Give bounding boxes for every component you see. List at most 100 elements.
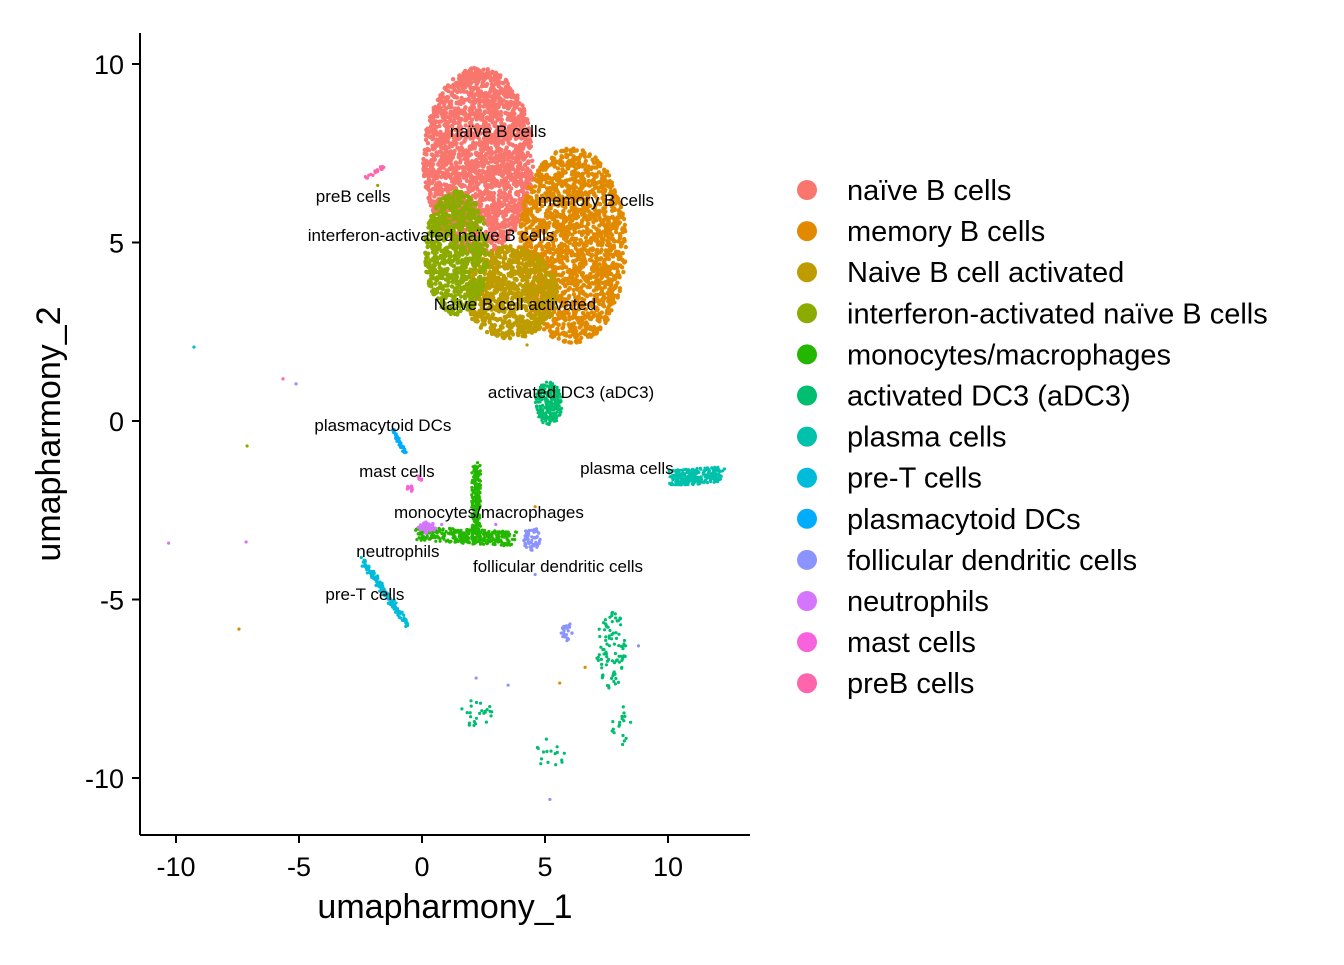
data-point [533, 257, 539, 262]
data-point [529, 245, 534, 250]
data-point [481, 98, 486, 103]
data-point [578, 247, 584, 252]
data-point [503, 94, 508, 99]
data-point [586, 248, 591, 254]
data-point [442, 104, 447, 109]
data-point [518, 328, 524, 333]
data-point [452, 148, 457, 154]
data-point [580, 256, 586, 262]
data-point [487, 211, 492, 216]
data-point [586, 276, 591, 281]
data-point [434, 174, 439, 179]
data-point [446, 104, 452, 109]
data-point [437, 160, 442, 165]
data-point [521, 202, 526, 207]
data-point [515, 150, 520, 156]
data-point [609, 308, 614, 313]
data-point [506, 248, 511, 254]
data-point [518, 142, 523, 147]
data-point [483, 153, 488, 159]
data-point [458, 89, 463, 94]
data-point [483, 181, 488, 187]
data-point [548, 210, 553, 216]
data-point [519, 146, 525, 151]
data-point [571, 183, 576, 189]
data-point [459, 141, 464, 146]
data-point [547, 220, 552, 225]
data-point [506, 328, 512, 334]
data-point [589, 253, 594, 259]
data-point [543, 165, 548, 170]
cluster-points [245, 183, 491, 448]
data-point [613, 283, 619, 289]
data-point [539, 251, 544, 257]
data-point [515, 157, 520, 163]
data-point [525, 117, 530, 122]
data-point [512, 251, 518, 257]
data-point [517, 282, 523, 287]
data-point [534, 319, 540, 325]
data-point [532, 205, 537, 210]
data-point [491, 78, 496, 83]
data-point [525, 179, 530, 184]
data-point [496, 207, 502, 213]
data-point [488, 164, 493, 170]
data-point [587, 152, 593, 157]
data-point [505, 105, 510, 111]
data-point [487, 155, 492, 160]
data-point [558, 681, 562, 685]
data-point [454, 161, 459, 166]
data-point [541, 327, 547, 332]
data-point [577, 316, 582, 321]
data-point [571, 259, 576, 264]
data-point [556, 255, 561, 261]
data-point [492, 150, 498, 155]
data-point [536, 323, 542, 329]
data-point [603, 233, 608, 238]
data-point [595, 256, 600, 261]
data-point [539, 258, 544, 263]
data-point [581, 315, 586, 321]
data-point [502, 314, 507, 320]
data-point [530, 158, 535, 163]
data-point [615, 250, 620, 255]
data-point [557, 272, 562, 277]
data-point [553, 151, 558, 156]
data-point [473, 98, 479, 104]
data-point [502, 155, 507, 160]
data-point [422, 147, 427, 153]
data-point [492, 202, 498, 207]
data-point [523, 213, 529, 218]
data-point [504, 100, 509, 105]
data-point [455, 82, 460, 88]
data-point [543, 281, 548, 286]
data-point [526, 159, 531, 164]
data-point [425, 129, 430, 134]
data-point [471, 177, 476, 182]
data-point [539, 272, 544, 278]
data-point [551, 265, 556, 270]
data-point [596, 300, 601, 305]
data-point [510, 260, 515, 265]
data-point [479, 117, 484, 122]
data-point [599, 172, 604, 178]
data-point [533, 247, 538, 252]
data-point [422, 169, 427, 174]
data-point [598, 315, 604, 320]
data-point [573, 157, 578, 162]
data-point [431, 178, 436, 183]
data-point [547, 175, 552, 180]
data-point [546, 270, 551, 276]
data-point [508, 172, 514, 177]
data-point [506, 192, 512, 197]
data-point [491, 172, 496, 178]
data-point [471, 65, 477, 71]
data-point [576, 171, 581, 176]
data-point [504, 145, 509, 150]
data-point [472, 144, 478, 149]
data-point [516, 259, 521, 265]
data-point [512, 321, 517, 326]
data-point [513, 215, 518, 220]
data-point [480, 161, 485, 166]
data-point [430, 143, 435, 148]
